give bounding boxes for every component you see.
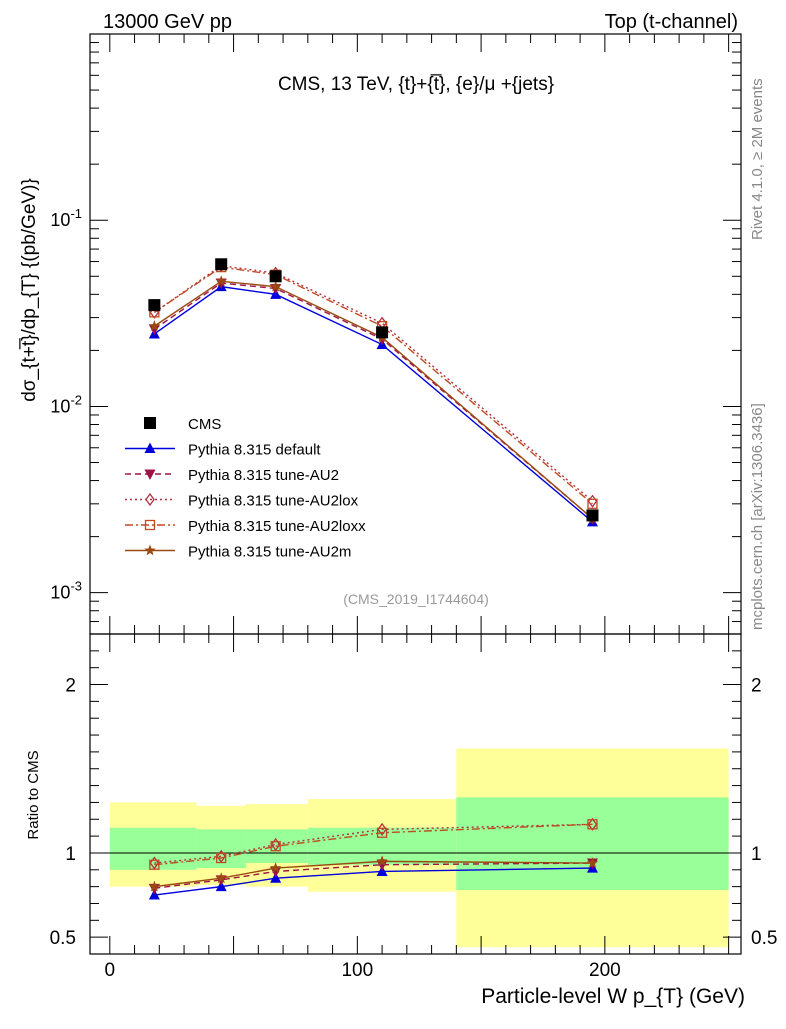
analysis-watermark: (CMS_2019_I1744604) (343, 591, 489, 607)
ratio-point (270, 837, 281, 852)
y-axis-label: dσ_{t+t̅}/dp_{T} {(pb/GeV)} (19, 178, 40, 402)
ratio-point (216, 849, 226, 863)
series-point (587, 498, 598, 509)
legend-marker (145, 492, 155, 507)
legend-label: Pythia 8.315 tune-AU2loxx (188, 518, 366, 535)
data-series (148, 258, 599, 900)
data-point (215, 258, 228, 271)
series-point (269, 280, 282, 292)
legend-marker (144, 469, 156, 480)
chart-title: CMS, 13 TeV, {t}+{t̅}, {e}/μ +{jets} (278, 74, 554, 95)
series-point (215, 275, 227, 287)
ratio-point (149, 859, 160, 870)
band-inner (109, 827, 197, 870)
ratio-point (586, 857, 599, 868)
ratio-point (376, 827, 388, 838)
x-axis-label: Particle-level W p_{T} (GeV) (481, 985, 745, 1008)
ratio-tick-label: 1 (65, 844, 76, 865)
series-point (148, 324, 160, 336)
source-label: mcplots.cern.ch [arXiv:1306.3436] (749, 403, 766, 630)
series-point (148, 320, 161, 331)
legend-marker (144, 442, 156, 453)
data-point (269, 270, 282, 283)
ratio-point (269, 862, 282, 873)
legend-label: CMS (188, 416, 221, 433)
data-point (148, 299, 161, 312)
y-tick-label: 10-1 (50, 206, 82, 230)
legend-item: Pythia 8.315 tune-AU2lox (125, 493, 359, 510)
legend-marker (144, 519, 156, 531)
ratio-tick-label: 1 (751, 844, 762, 865)
ratio-tick-label: 2 (751, 676, 762, 697)
ratio-tick-label: 0.5 (751, 928, 777, 949)
cms-data (148, 258, 599, 522)
x-tick-label: 200 (589, 960, 621, 981)
rivet-label: Rivet 4.1.0, ≥ 2M events (749, 78, 766, 240)
legend-label: Pythia 8.315 tune-AU2 (188, 467, 339, 484)
legend-marker (144, 417, 156, 429)
legend: CMS Pythia 8.315 default Pythia 8.315 tune… (125, 416, 366, 561)
legend-item: Pythia 8.315 tune-AU2loxx (125, 518, 366, 535)
ratio-tick-label: 0.5 (50, 928, 76, 949)
x-tick-label: 100 (341, 960, 373, 981)
ratio-point (149, 856, 160, 870)
header-right: Top (t-channel) (605, 11, 738, 33)
legend-item: Pythia 8.315 tune-AU2m (125, 544, 351, 561)
ratio-line (154, 823, 593, 866)
axis-ticks: 10-1 10-2 10-3 0.5 0.5 1 1 2 2 0 100 200 (50, 33, 777, 981)
ratio-point (148, 880, 161, 892)
data-point (586, 509, 599, 522)
ratio-point (270, 866, 282, 878)
ratio-point (270, 841, 281, 852)
legend-label: Pythia 8.315 default (188, 442, 321, 459)
legend-item: Pythia 8.315 default (125, 442, 321, 459)
ratio-point (216, 852, 227, 864)
ratio-point (376, 855, 388, 867)
ratio-frame (89, 633, 742, 955)
legend-label: Pythia 8.315 tune-AU2lox (188, 493, 359, 510)
header-left: 13000 GeV pp (103, 11, 232, 33)
ratio-point (587, 819, 598, 830)
legend-item: CMS (144, 416, 221, 433)
legend-label: Pythia 8.315 tune-AU2m (188, 544, 351, 561)
series-point (587, 494, 598, 508)
ratio-y-axis-label: Ratio to CMS (25, 750, 42, 839)
y-tick-label: 10-2 (50, 392, 82, 416)
y-tick-label: 10-3 (50, 579, 82, 603)
legend-item: Pythia 8.315 tune-AU2 (125, 467, 339, 484)
data-point (376, 326, 389, 339)
ratio-point (215, 872, 227, 884)
plot-frames (89, 33, 742, 955)
ratio-point (377, 822, 387, 836)
ratio-point (587, 817, 598, 831)
ratio-tick-label: 2 (65, 676, 76, 697)
ratio-uncertainty-bands (109, 748, 729, 948)
ratio-line (154, 823, 593, 864)
ratio-point (376, 860, 388, 871)
band-inner (456, 797, 729, 890)
x-tick-label: 0 (105, 960, 116, 981)
legend-marker (144, 544, 156, 556)
